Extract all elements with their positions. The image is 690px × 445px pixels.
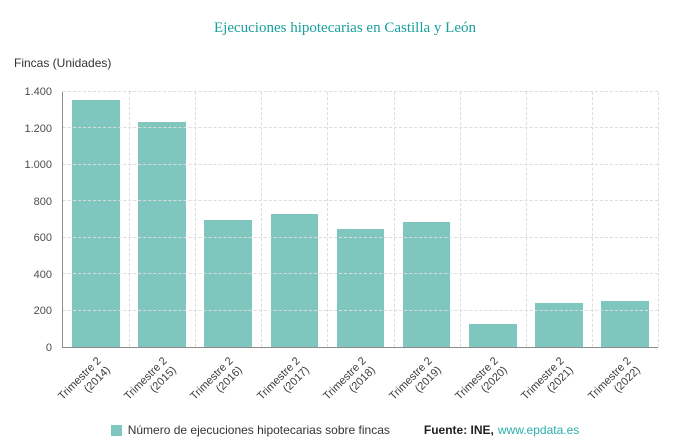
source-label: Fuente: INE, (423, 423, 494, 437)
bar-1[interactable] (72, 100, 120, 347)
bar-slot (526, 92, 592, 347)
gridline-horizontal (63, 273, 658, 275)
x-label-slot: Trimestre 2 (2019) (387, 350, 459, 412)
epdata-link[interactable]: www.epdata.es (497, 423, 580, 437)
bar-3[interactable] (204, 219, 253, 347)
bar-6[interactable] (402, 222, 451, 347)
gridline-vertical (261, 92, 263, 347)
bar-9[interactable] (601, 301, 649, 347)
bar-series (63, 92, 658, 347)
x-tick-label: Trimestre 2 (2020) (453, 355, 511, 403)
y-tick-label: 1.400 (24, 86, 52, 98)
bar-slot (327, 92, 393, 347)
x-label-slot: Trimestre 2 (2017) (255, 350, 327, 412)
x-tick-label: Trimestre 2 (2022) (585, 355, 643, 403)
x-tick-label: Trimestre 2 (2018) (320, 355, 378, 403)
y-axis: 0 200 400 600 800 1.000 1.200 1.400 (0, 86, 56, 354)
x-label-slot: Trimestre 2 (2021) (520, 350, 592, 412)
gridline-vertical (525, 92, 527, 347)
y-tick-label: 200 (33, 305, 52, 318)
legend-swatch (110, 424, 122, 436)
gridline-vertical (129, 92, 131, 347)
bar-slot (592, 92, 658, 347)
bar-4[interactable] (270, 214, 319, 347)
x-label-slot: Trimestre 2 (2015) (122, 350, 194, 412)
bar-8[interactable] (535, 303, 583, 347)
bar-slot (129, 92, 195, 347)
legend-label: Número de ejecuciones hipotecarias sobre… (127, 423, 390, 437)
bar-slot (394, 92, 460, 347)
x-label-slot: Trimestre 2 (2014) (56, 350, 128, 412)
y-tick-label: 800 (33, 195, 52, 208)
gridline-vertical (327, 92, 329, 347)
gridline-horizontal (63, 200, 658, 202)
plot-area (62, 91, 659, 348)
bar-7[interactable] (468, 323, 517, 347)
gridline-horizontal (63, 127, 658, 129)
bar-5[interactable] (336, 228, 385, 347)
x-label-slot: Trimestre 2 (2022) (586, 350, 658, 412)
gridline-horizontal (63, 309, 658, 311)
y-tick-label: 600 (33, 232, 52, 245)
x-tick-label: Trimestre 2 (2014) (56, 355, 113, 403)
x-tick-label: Trimestre 2 (2016) (188, 355, 246, 403)
legend: Número de ejecuciones hipotecarias sobre… (0, 423, 690, 437)
y-tick-label: 1.200 (24, 122, 52, 135)
x-tick-label: Trimestre 2 (2019) (387, 355, 444, 403)
gridline-vertical (393, 92, 395, 347)
x-label-slot: Trimestre 2 (2018) (321, 350, 393, 412)
gridline-vertical (591, 92, 593, 347)
gridline-vertical (459, 92, 461, 347)
bar-2[interactable] (138, 122, 186, 347)
x-axis-labels: Trimestre 2 (2014) Trimestre 2 (2015) Trim… (56, 350, 658, 412)
x-tick-label: Trimestre 2 (2015) (122, 355, 180, 403)
x-label-slot: Trimestre 2 (2016) (189, 350, 260, 412)
source-attribution: Fuente: INE, www.epdata.es (424, 423, 579, 437)
y-tick-label: 0 (45, 342, 52, 354)
gridline-horizontal (63, 163, 658, 165)
gridline-horizontal (63, 91, 658, 92)
chart-title: Ejecuciones hipotecarias en Castilla y L… (214, 20, 476, 36)
bar-slot (261, 92, 327, 347)
legend-item: Número de ejecuciones hipotecarias sobre… (110, 423, 390, 437)
gridline-horizontal (63, 236, 658, 238)
y-tick-label: 1.000 (24, 159, 52, 172)
bar-slot (63, 92, 129, 347)
y-axis-title: Fincas (Unidades) (14, 56, 112, 70)
x-tick-label: Trimestre 2 (2017) (254, 355, 312, 403)
gridline-vertical (658, 92, 659, 347)
x-label-slot: Trimestre 2 (2020) (453, 350, 525, 412)
gridline-vertical (195, 92, 197, 347)
bar-slot (460, 92, 526, 347)
y-tick-label: 400 (33, 268, 52, 281)
x-tick-label: Trimestre 2 (2021) (519, 355, 577, 403)
bar-slot (195, 92, 261, 347)
